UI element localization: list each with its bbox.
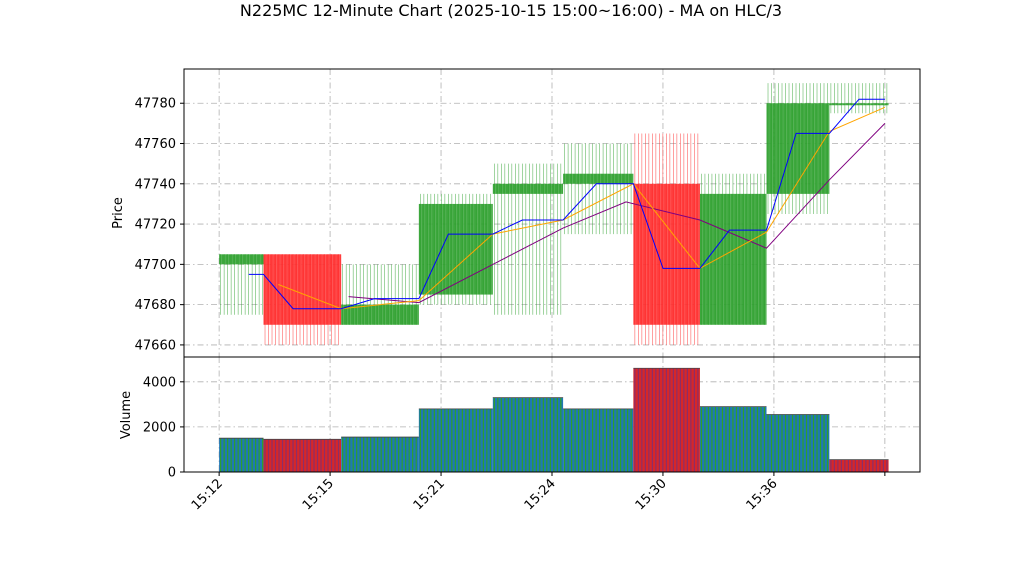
candle-1 [263,254,342,345]
x-tick-label-3: 15:24 [522,476,559,513]
price-ytick-label-4: 47740 [135,177,176,192]
x-tick-label-1: 15:15 [300,476,337,513]
candle-6-body [633,183,700,325]
ma-long-line [348,123,886,304]
volume-bar-6 [633,367,700,472]
candle-3 [418,193,493,305]
volume-bar-0 [219,437,264,472]
price-y-ticks: 47660 47680 47700 47720 47740 47760 47780 [135,97,184,353]
volume-bar-5 [563,408,634,472]
x-tick-label-2: 15:21 [411,476,448,513]
volume-bar-5-fill [563,408,634,472]
volume-y-axis-label: Volume [119,391,134,439]
price-panel: 47660 47680 47700 47720 47740 47760 47780 Pric… [111,68,921,358]
candle-0-body [219,254,264,265]
candle-0 [219,254,264,315]
ma-short-line [248,98,885,310]
price-y-axis-label: Price [111,197,126,229]
x-tick-label-4: 15:30 [633,476,670,513]
volume-bar-7 [699,406,767,472]
candle-9-body [829,103,889,106]
price-ytick-label-6: 47780 [135,97,176,112]
volume-bar-8-fill [766,414,830,472]
volume-bar-1 [263,438,342,472]
candle-4-body [492,183,564,194]
price-ytick-label-0: 47660 [135,338,176,353]
volume-bar-3 [418,408,493,472]
candle-8 [766,83,830,215]
x-tick-label-5: 15:36 [744,476,781,513]
volume-bars [219,367,889,472]
volume-ytick-label-1: 2000 [143,420,176,435]
volume-panel: 0 2000 4000 Volume [119,356,921,481]
volume-bar-4-fill [492,397,564,472]
candle-2 [341,264,419,325]
candle-2-body [341,304,419,325]
candle-7-body [699,193,767,325]
volume-bar-8 [766,414,830,472]
price-ytick-label-2: 47700 [135,258,176,273]
candle-1-body [263,254,342,325]
price-ytick-label-3: 47720 [135,218,176,233]
price-moving-averages [248,98,886,310]
volume-y-ticks: 0 2000 4000 [143,375,184,481]
volume-ytick-label-2: 4000 [143,375,176,390]
x-tick-label-0: 15:12 [189,476,226,513]
candle-4 [492,163,564,315]
candle-5 [563,143,634,235]
volume-ytick-label-0: 0 [168,466,176,481]
ma-mid-line [278,106,886,310]
candle-5-body [563,173,634,184]
candle-7 [699,173,767,325]
x-axis-ticks: 15:12 15:15 15:21 15:24 15:30 15:36 [189,472,886,513]
price-ytick-label-1: 47680 [135,298,176,313]
chart-title: N225MC 12-Minute Chart (2025-10-15 15:00… [240,1,782,20]
volume-bar-2 [341,436,419,472]
volume-bar-4 [492,397,564,472]
volume-bar-9 [829,459,889,472]
candle-3-body [418,203,493,295]
price-ytick-label-5: 47760 [135,137,176,152]
